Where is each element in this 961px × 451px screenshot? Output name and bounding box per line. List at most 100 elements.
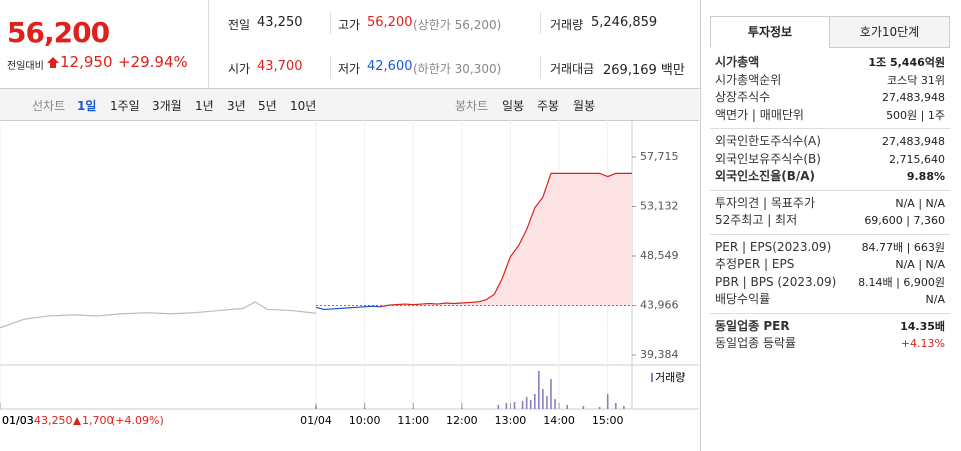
info-group: PER | EPS(2023.09) 84.77배 | 663원 추정PER | E… xyxy=(710,235,950,314)
stat-note: (하한가 30,300) xyxy=(413,62,502,76)
info-row: 외국인소진율(B/A) 9.88% xyxy=(715,168,945,186)
info-label: 시가총액순위 xyxy=(715,72,782,87)
info-row: 시가총액 1조 5,446억원 xyxy=(715,54,945,72)
info-row: 외국인보유주식수(B) 2,715,640 xyxy=(715,151,945,169)
info-value: 14.35배 xyxy=(900,319,945,333)
info-value: 1조 5,446억원 xyxy=(868,56,945,69)
info-row: 시가총액순위 코스닥 31위 xyxy=(715,72,945,90)
chart: 거래량 01/03 43,250 1,700 (+4.09%) 01/03 01/… xyxy=(0,120,699,427)
info-row: 동일업종 등락률 +4.13% xyxy=(715,335,945,353)
volume-label: 거래량 xyxy=(655,371,685,384)
stat-label: 고가 xyxy=(338,18,361,32)
period-tab[interactable]: 10년 xyxy=(290,99,317,113)
y-tick-label: 48,549 xyxy=(640,249,679,262)
volume-bar xyxy=(533,394,536,409)
footer-price: 43,250 xyxy=(34,414,73,427)
period-tab[interactable]: 5년 xyxy=(258,99,277,113)
tab-label: 봉차트 xyxy=(455,99,489,113)
footer-rate: (+4.09%) xyxy=(111,414,164,427)
period-tab[interactable]: 3년 xyxy=(227,99,246,113)
x-tick-label: 01/03 xyxy=(2,414,34,427)
area xyxy=(380,173,632,307)
change-label: 전일대비 xyxy=(7,61,44,72)
info-row: 외국인한도주식수(A) 27,483,948 xyxy=(715,133,945,151)
volume-bar xyxy=(623,406,625,409)
volume-bar xyxy=(566,405,568,409)
info-label: 동일업종 등락률 xyxy=(715,336,797,350)
volume-bar xyxy=(538,371,540,409)
x-tick-label: 11:00 xyxy=(397,414,429,427)
volume-bar xyxy=(542,389,544,409)
info-label: PBR | BPS (2023.09) xyxy=(715,274,837,289)
candle-tab[interactable]: 주봉 xyxy=(537,99,560,113)
stat-value: 42,600 xyxy=(367,59,413,74)
info-row: 배당수익률 N/A xyxy=(715,291,945,309)
info-value: N/A xyxy=(925,293,945,306)
info-row: PER | EPS(2023.09) 84.77배 | 663원 xyxy=(715,239,945,257)
period-tab[interactable]: 1일 xyxy=(77,99,97,113)
info-label: 동일업종 PER xyxy=(715,318,790,333)
y-tick-label: 57,715 xyxy=(640,150,679,163)
info-label: PER | EPS(2023.09) xyxy=(715,239,832,254)
volume-bar xyxy=(550,379,552,409)
volume-bar xyxy=(315,406,317,409)
x-tick-label: 12:00 xyxy=(446,414,478,427)
volume-bar xyxy=(412,408,415,409)
stat-label: 저가 xyxy=(338,62,361,76)
volume-bar xyxy=(461,408,463,409)
volume-bar xyxy=(614,403,617,409)
volume-bar xyxy=(546,396,548,409)
info-label: 추정PER | EPS xyxy=(715,257,795,271)
period-tab[interactable]: 3개월 xyxy=(152,99,182,113)
stat-note: (상한가 56,200) xyxy=(413,18,502,32)
x-tick-label: 01/04 xyxy=(300,414,332,427)
info-group: 투자의견 | 목표주가 N/A | N/A 52주최고 | 최저 69,600 | 7… xyxy=(710,191,950,235)
x-tick-label: 15:00 xyxy=(592,414,624,427)
price-line xyxy=(0,301,317,329)
chart-panel: 56,200 전일대비 12,950 +29.94% 전일 43,250 고가 … xyxy=(0,0,701,451)
stat-label: 거래량 xyxy=(550,18,584,32)
footer-change: 1,700 xyxy=(82,414,114,427)
volume-bar xyxy=(521,401,524,409)
info-group: 외국인한도주식수(A) 27,483,948 외국인보유주식수(B) 2,715,64… xyxy=(710,129,950,191)
candle-tab[interactable]: 월봉 xyxy=(573,99,596,113)
volume-bar xyxy=(525,397,528,409)
panel-tab[interactable]: 투자정보 xyxy=(710,16,830,47)
info-value: N/A | N/A xyxy=(895,196,945,210)
volume-bar xyxy=(598,407,601,409)
price-line xyxy=(380,172,632,308)
info-row: 동일업종 PER 14.35배 xyxy=(715,318,945,336)
info-value: 9.88% xyxy=(906,170,945,183)
stat-label: 전일 xyxy=(228,18,251,32)
info-row: 투자의견 | 목표주가 N/A | N/A xyxy=(715,195,945,213)
info-label: 시가총액 xyxy=(715,55,760,69)
up-icon xyxy=(47,57,59,68)
period-tab[interactable]: 1주일 xyxy=(110,99,140,113)
volume-bar xyxy=(554,399,556,409)
volume-bar xyxy=(529,400,532,409)
info-row: 추정PER | EPS N/A | N/A xyxy=(715,256,945,274)
info-label: 외국인보유주식수(B) xyxy=(715,151,821,166)
info-label: 상장주식수 xyxy=(715,90,771,104)
info-value: 27,483,948 xyxy=(882,135,945,148)
volume-bar xyxy=(513,402,516,409)
volume-bar xyxy=(363,408,366,409)
current-price: 56,200 xyxy=(7,16,110,49)
info-value: 8.14배 | 6,900원 xyxy=(858,275,945,289)
info-label: 액면가 | 매매단위 xyxy=(715,107,804,122)
stat-value: 43,700 xyxy=(257,59,303,74)
info-label: 배당수익률 xyxy=(715,292,771,306)
stats: 전일 43,250 고가 56,200 (상한가 56,200) 거래량 5,2… xyxy=(208,0,700,89)
volume-bar xyxy=(606,394,609,409)
period-tab[interactable]: 1년 xyxy=(195,99,214,113)
info-value: 2,715,640 xyxy=(889,152,945,166)
info-label: 외국인소진율(B/A) xyxy=(715,169,816,183)
stat-value: 56,200 xyxy=(367,15,413,30)
info-value: N/A | N/A xyxy=(895,258,945,271)
candle-tab[interactable]: 일봉 xyxy=(502,99,525,113)
price-line xyxy=(315,305,381,311)
info-value: 27,483,948 xyxy=(882,91,945,104)
y-tick-label: 43,966 xyxy=(640,299,679,312)
panel-tab[interactable]: 호가10단계 xyxy=(829,16,950,48)
